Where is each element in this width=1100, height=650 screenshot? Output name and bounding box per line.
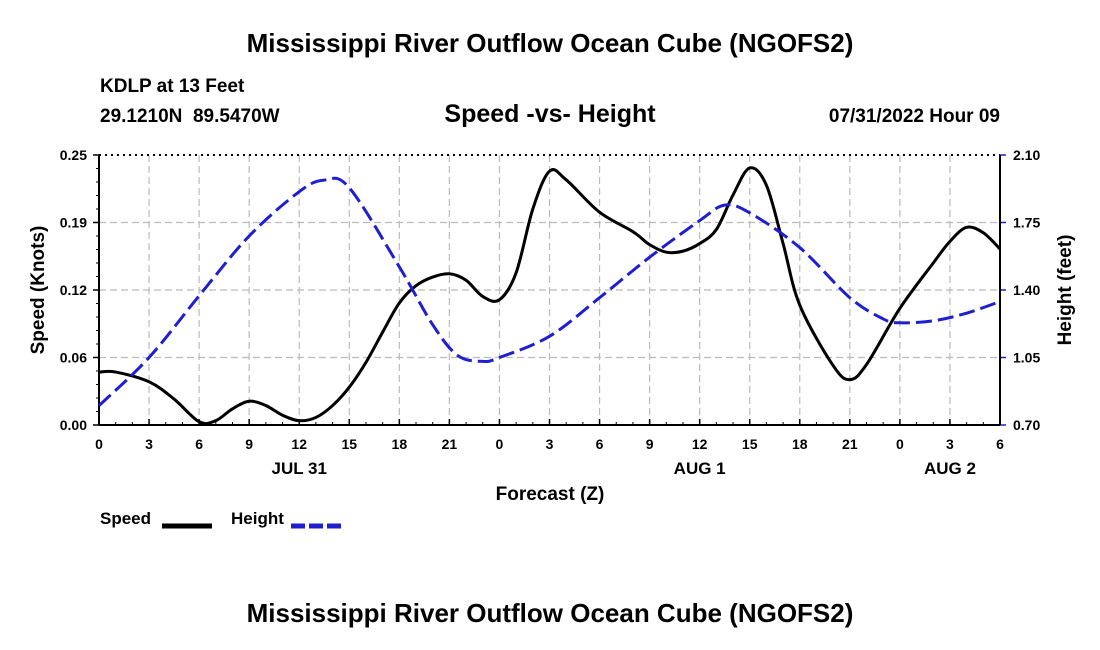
forecast-datetime: 07/31/2022 Hour 09 — [828, 106, 1000, 127]
series-layer — [97, 166, 1002, 426]
y-left-tick-label: 0.25 — [60, 147, 87, 163]
x-tick-label: 18 — [792, 436, 808, 452]
x-tick-label: 6 — [996, 436, 1004, 452]
x-tick-label: 12 — [291, 436, 307, 452]
date-label: AUG 2 — [924, 459, 976, 478]
x-tick-label: 6 — [596, 436, 604, 452]
legend-height-label: Height — [231, 509, 284, 528]
footer-title: Mississippi River Outflow Ocean Cube (NG… — [246, 598, 854, 628]
y-right-tick-label: 1.75 — [1013, 215, 1040, 231]
series-line-speed — [98, 166, 1002, 426]
x-tick-label: 0 — [896, 436, 904, 452]
x-tick-label: 15 — [341, 436, 357, 452]
legend-speed-swatch — [162, 516, 212, 529]
labels-layer: 0 3 6 9 12 15 18 21 0 3 6 9 12 15 18 21 0 3 6 0.00 0.06 0.12 0… — [28, 147, 1076, 505]
y-right-axis-title: Height (feet) — [1055, 235, 1076, 346]
x-tick-label: 3 — [145, 436, 153, 452]
grid-layer — [99, 155, 1000, 425]
series-line-height — [97, 176, 1001, 407]
y-right-tick-label: 1.40 — [1013, 282, 1040, 298]
x-axis-title: Forecast (Z) — [496, 484, 605, 505]
x-tick-label: 3 — [546, 436, 554, 452]
x-tick-label: 21 — [842, 436, 858, 452]
y-left-tick-label: 0.12 — [60, 282, 87, 298]
x-tick-label: 15 — [742, 436, 758, 452]
chart-subtitle: Speed -vs- Height — [444, 100, 656, 128]
date-label: JUL 31 — [271, 459, 326, 478]
y-left-tick-label: 0.00 — [60, 417, 87, 433]
x-tick-label: 21 — [442, 436, 458, 452]
y-right-tick-label: 0.70 — [1013, 417, 1040, 433]
station-coordinates: 29.1210N 89.5470W — [100, 106, 280, 127]
legend-height-swatch — [291, 516, 343, 529]
x-tick-label: 0 — [496, 436, 504, 452]
axes-layer — [93, 154, 1006, 426]
x-tick-label: 9 — [646, 436, 654, 452]
y-left-tick-label: 0.06 — [60, 350, 87, 366]
y-right-tick-label: 1.05 — [1013, 350, 1040, 366]
x-tick-label: 0 — [95, 436, 103, 452]
x-tick-label: 6 — [195, 436, 203, 452]
x-tick-label: 12 — [692, 436, 708, 452]
station-label: KDLP at 13 Feet — [100, 76, 245, 97]
x-tick-label: 18 — [392, 436, 408, 452]
x-tick-label: 3 — [946, 436, 954, 452]
x-tick-label: 9 — [245, 436, 253, 452]
date-label: AUG 1 — [674, 459, 726, 478]
y-left-axis-title: Speed (Knots) — [28, 226, 49, 355]
y-left-tick-label: 0.19 — [60, 215, 87, 231]
chart-title: Mississippi River Outflow Ocean Cube (NG… — [246, 28, 854, 58]
y-right-tick-label: 2.10 — [1013, 147, 1040, 163]
legend-speed-label: Speed — [100, 509, 152, 528]
